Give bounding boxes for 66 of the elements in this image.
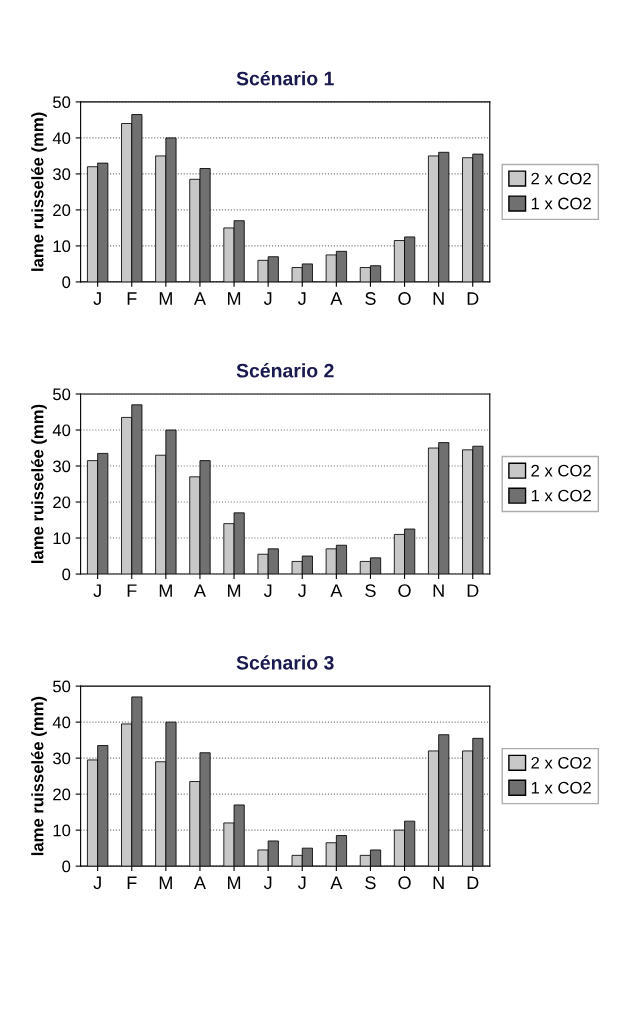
x-tick-label: M: [228, 292, 241, 305]
y-tick-label: 30: [52, 168, 71, 181]
x-tick-label: D: [467, 876, 479, 889]
x-tick-label: J: [298, 584, 306, 598]
x-tick-label: N: [433, 584, 444, 597]
x-tick-label: A: [193, 584, 206, 597]
x-tick-label: D: [467, 292, 479, 305]
legend-label: 1 x CO2: [531, 197, 591, 210]
legend-label: 2 x CO2: [531, 756, 591, 769]
x-tick-label: A: [330, 292, 343, 305]
x-tick-label: M: [228, 584, 241, 597]
x-tick-label: J: [93, 584, 101, 598]
x-tick-label: D: [467, 584, 479, 597]
y-tick-label: 0: [62, 568, 71, 581]
y-tick-label: 10: [53, 240, 71, 253]
x-tick-label: J: [263, 876, 272, 890]
x-tick-label: A: [330, 876, 343, 889]
x-tick-label: A: [193, 876, 206, 889]
chart-title: Scénario 1: [236, 70, 334, 86]
x-tick-label: M: [159, 876, 172, 889]
legend-label: 1 x CO2: [531, 489, 591, 502]
y-tick-label: 0: [62, 860, 71, 873]
y-axis-title: lame ruisselée (mm): [31, 696, 47, 856]
chart-title: Scénario 2: [236, 363, 334, 378]
x-tick-label: F: [127, 584, 137, 597]
y-tick-label: 20: [53, 788, 71, 801]
x-tick-label: S: [365, 292, 376, 305]
y-tick-label: 30: [52, 460, 71, 473]
x-tick-label: O: [398, 876, 411, 890]
y-axis-title: lame ruisselée (mm): [31, 112, 47, 271]
x-tick-label: J: [93, 876, 101, 890]
y-tick-label: 0: [62, 276, 71, 289]
y-tick-label: 10: [53, 532, 71, 545]
y-tick-label: 40: [52, 424, 71, 437]
chart-title: Scénario 3: [236, 655, 334, 670]
x-tick-label: A: [193, 292, 206, 305]
legend-label: 2 x CO2: [531, 172, 591, 185]
x-tick-label: M: [159, 292, 172, 305]
x-tick-label: N: [433, 292, 444, 305]
y-tick-label: 10: [53, 824, 71, 837]
x-tick-label: O: [398, 292, 411, 305]
legend-label: 1 x CO2: [531, 781, 591, 794]
y-tick-label: 40: [52, 132, 71, 145]
y-tick-label: 30: [52, 752, 71, 765]
x-tick-label: J: [263, 584, 272, 598]
x-tick-label: O: [398, 584, 411, 598]
y-axis-title: lame ruisselée (mm): [31, 404, 47, 563]
x-tick-label: M: [228, 876, 241, 889]
x-tick-label: M: [159, 584, 172, 597]
x-tick-label: J: [298, 876, 306, 890]
y-tick-label: 50: [53, 96, 71, 109]
y-tick-label: 50: [53, 388, 71, 401]
x-tick-label: J: [298, 292, 306, 305]
x-tick-label: S: [365, 876, 376, 890]
y-tick-label: 40: [52, 716, 71, 729]
x-tick-label: F: [127, 876, 137, 889]
legend-label: 2 x CO2: [531, 464, 591, 477]
x-tick-label: N: [433, 876, 444, 889]
x-tick-label: J: [263, 292, 272, 305]
y-tick-label: 20: [53, 204, 71, 217]
x-tick-label: S: [365, 584, 376, 598]
x-tick-label: A: [330, 584, 343, 597]
x-tick-label: J: [93, 292, 101, 305]
y-tick-label: 50: [53, 680, 71, 693]
y-tick-label: 20: [53, 496, 71, 509]
x-tick-label: F: [127, 292, 137, 305]
